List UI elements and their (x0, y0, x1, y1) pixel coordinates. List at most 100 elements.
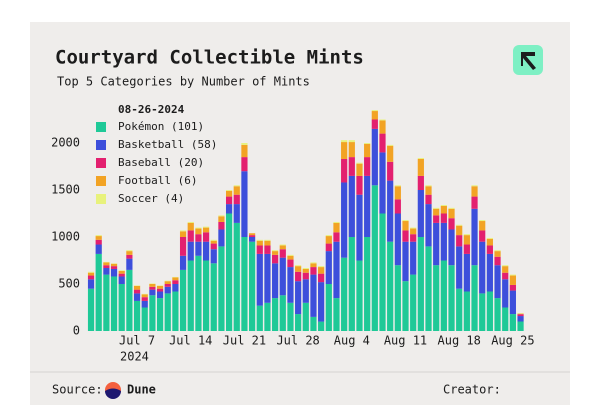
bar-segment (210, 243, 217, 250)
bar-segment (279, 244, 286, 246)
bar-segment (141, 297, 148, 301)
bar-segment (379, 133, 386, 153)
legend-swatch (96, 194, 106, 204)
bar-segment (164, 293, 171, 331)
bar-segment (394, 199, 401, 214)
bar-segment (486, 237, 493, 239)
legend-header: 08-26-2024 (118, 103, 185, 116)
bar-segment (318, 273, 325, 283)
bar-segment (202, 241, 210, 261)
bar-segment (133, 285, 141, 290)
bar-segment (187, 222, 194, 231)
bar-segment (256, 239, 263, 241)
bar-segment (302, 279, 309, 303)
bar-segment (379, 152, 386, 214)
creator-label: Creator: (443, 383, 501, 397)
bar-segment (149, 286, 156, 290)
bar-segment (164, 284, 171, 287)
bar-segment (448, 218, 455, 230)
bar-segment (264, 240, 271, 246)
bar-segment (463, 244, 470, 254)
bar-segment (279, 245, 286, 250)
bar-segment (318, 266, 325, 268)
bar-segment (233, 222, 240, 331)
bar-segment (272, 254, 279, 264)
bar-segment (118, 270, 125, 274)
bar-segment (410, 234, 417, 242)
bar-segment (333, 241, 340, 299)
bar-segment (218, 229, 225, 247)
bar-segment (218, 246, 225, 331)
bar-segment (509, 275, 516, 285)
bar-segment (348, 175, 355, 237)
bar-segment (494, 265, 501, 299)
y-tick-label: 1500 (51, 183, 80, 197)
bar-segment (233, 185, 240, 187)
bar-segment (417, 158, 424, 159)
x-tick-label: Aug 11 (384, 334, 427, 348)
bar-segment (310, 316, 317, 331)
bar-segment (517, 313, 524, 315)
bar-segment (195, 228, 202, 235)
bar-segment (440, 205, 447, 206)
bar-segment (218, 215, 225, 217)
bar-segment (517, 314, 524, 317)
bar-segment (126, 254, 133, 259)
bar-segment (502, 272, 509, 280)
bar-segment (479, 293, 486, 331)
bar-segment (126, 250, 133, 252)
bar-segment (179, 230, 187, 232)
bar-segment (387, 145, 394, 162)
bar-segment (509, 284, 516, 291)
legend-swatch (96, 158, 106, 168)
bar-segment (402, 230, 409, 242)
bar-segment (356, 175, 363, 195)
bar-segment (264, 245, 271, 254)
bar-segment (379, 213, 386, 331)
legend-label: Pokémon (101) (118, 120, 204, 133)
bar-segment (225, 213, 233, 331)
bar-segment (456, 225, 463, 236)
bar-segment (287, 267, 294, 303)
bar-segment (448, 208, 455, 219)
bar-segment (87, 272, 95, 276)
legend-label: Baseball (20) (118, 156, 204, 169)
y-tick-label: 2000 (51, 136, 80, 150)
bar-segment (371, 128, 378, 186)
bar-segment (333, 222, 340, 233)
bar-segment (118, 284, 125, 331)
bar-segment (272, 251, 279, 255)
bar-segment (87, 288, 95, 331)
bar-segment (410, 241, 417, 275)
bar-segment (502, 265, 509, 267)
bar-segment (463, 234, 470, 236)
chart-subtitle: Top 5 Categories by Number of Mints (57, 75, 310, 89)
y-tick-label: 0 (73, 324, 80, 338)
bar-segment (333, 221, 340, 223)
legend-label: Soccer (4) (118, 192, 184, 205)
bar-segment (256, 245, 263, 254)
bar-segment (156, 288, 164, 292)
bar-segment (256, 240, 263, 246)
bar-segment (118, 276, 125, 284)
x-tick-label: Aug 25 (491, 334, 534, 348)
bar-segment (249, 233, 256, 236)
bar-segment (509, 274, 516, 276)
legend-swatch (96, 122, 106, 132)
bar-segment (241, 237, 248, 331)
legend-swatch (96, 140, 106, 150)
bar-segment (440, 260, 447, 331)
bar-segment (149, 289, 156, 296)
bar-segment (272, 263, 279, 299)
bar-segment (126, 258, 133, 270)
source-name[interactable]: Dune (127, 383, 156, 397)
bar-segment (202, 260, 210, 331)
bar-segment (95, 253, 102, 331)
bar-segment (225, 190, 233, 191)
bar-segment (494, 256, 501, 266)
bar-segment (218, 216, 225, 222)
bar-segment (417, 175, 424, 190)
bar-segment (364, 237, 371, 331)
bar-segment (440, 205, 447, 214)
